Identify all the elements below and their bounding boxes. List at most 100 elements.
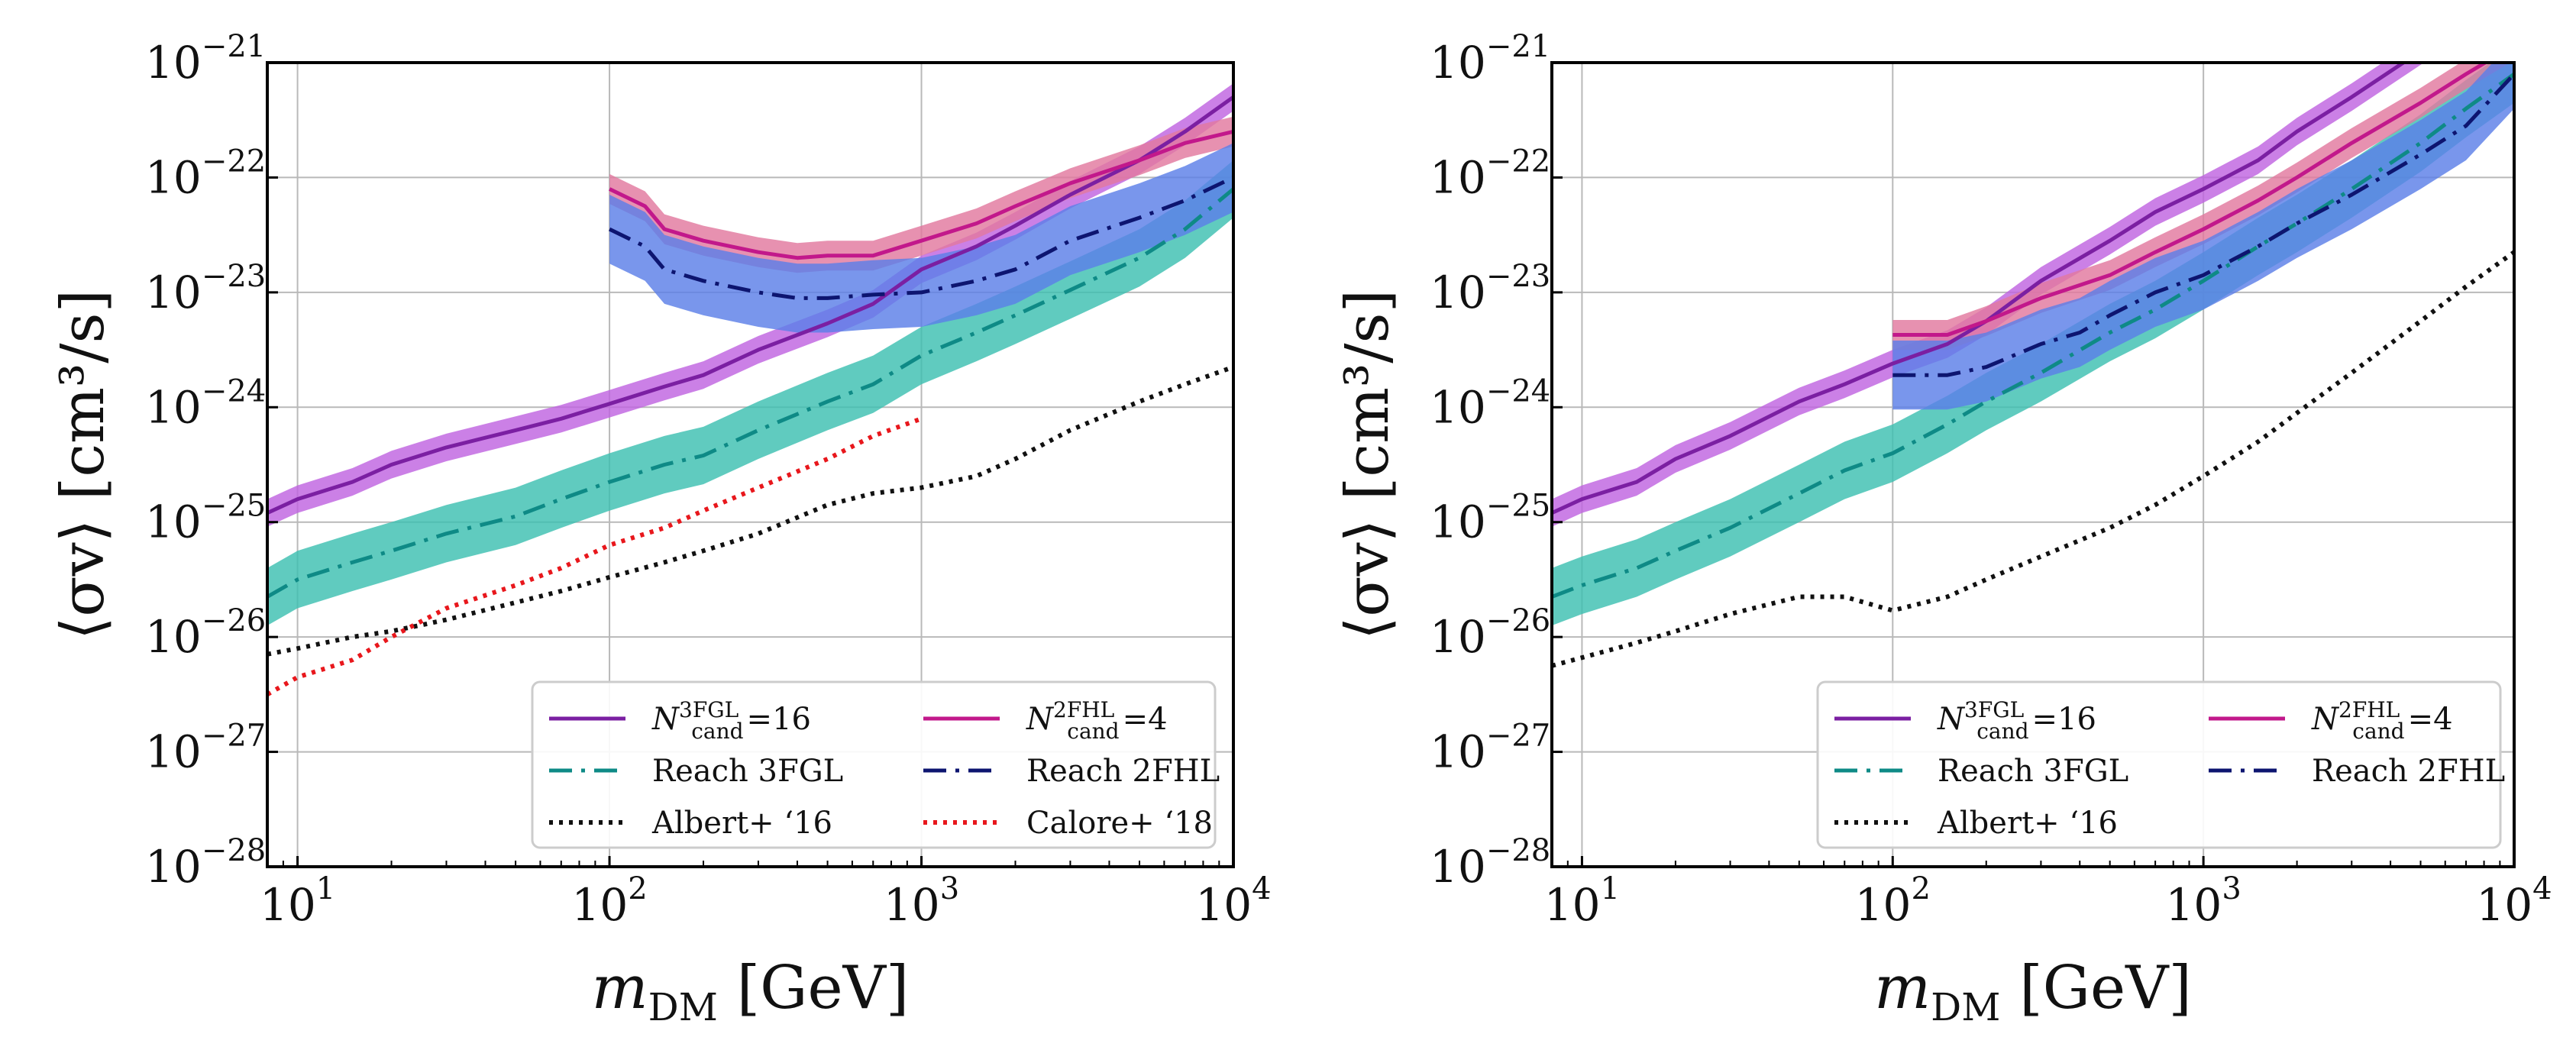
legend-label-sub: cand (1067, 719, 1119, 744)
legend-label-reach2fhl: Reach 2FHL (2312, 754, 2505, 789)
x-tick-label: 103 (2166, 871, 2241, 931)
line-n2fhl (609, 129, 1233, 260)
x-tick-exp: 1 (316, 871, 335, 906)
y-tick-base: 10 (1430, 381, 1486, 433)
legend-label-sub: cand (2352, 719, 2404, 744)
x-tick-base: 10 (1855, 879, 1912, 931)
line-reach2fhl (609, 176, 1233, 300)
line-albert (267, 364, 1233, 657)
x-tick-exp: 3 (2222, 871, 2241, 906)
y-tick-base: 10 (1430, 151, 1486, 203)
legend-label-text: Albert+ ‘16 (1937, 806, 2118, 841)
legend-label-tail: =4 (2408, 702, 2453, 737)
x-tick-base: 10 (1195, 879, 1252, 931)
y-tick-label: 10−27 (1430, 719, 1550, 778)
legend-label-sup: 2FHL (1053, 697, 1114, 722)
legend-label-sub: cand (1976, 719, 2028, 744)
x-tick-label: 104 (2476, 871, 2552, 931)
x-axis-title: mDM [GeV] (1874, 954, 2192, 1029)
y-tick-base: 10 (1430, 611, 1486, 663)
line-reach3fgl (267, 187, 1233, 599)
legend-label-tail: =4 (1123, 702, 1168, 737)
x-tick-exp: 4 (2532, 871, 2552, 906)
y-tick-exp: −21 (202, 29, 266, 64)
band-n3fgl (1552, 63, 2424, 527)
legend-label-text: Reach 2FHL (1026, 754, 1220, 789)
y-tick-base: 10 (145, 496, 202, 548)
y-tick-exp: −28 (1486, 833, 1550, 868)
x-tick-exp: 2 (1911, 871, 1930, 906)
band-reach3fgl (267, 160, 1233, 626)
legend-label-text: Reach 3FGL (1938, 754, 2128, 789)
x-tick-base: 10 (2166, 879, 2222, 931)
y-tick-base: 10 (145, 726, 202, 778)
chart-panel-1: 101 102 103 10410−2110−2210−2310−2410−2510−… (49, 29, 1272, 1029)
y-tick-label: 10−26 (1430, 603, 1550, 663)
axes-frame (266, 61, 1235, 868)
legend-label-calore: Calore+ ‘18 (1026, 806, 1213, 841)
legend-label-albert: Albert+ ‘16 (1937, 806, 2118, 841)
x-tick-label: 101 (260, 871, 335, 931)
y-tick-label: 10−23 (145, 259, 266, 318)
legend-label-text: Albert+ ‘16 (651, 806, 832, 841)
y-tick-base: 10 (1430, 496, 1486, 548)
legend-label-reach3fgl: Reach 3FGL (1938, 754, 2128, 789)
legend-label-n2fhl: N2FHL cand =4 (1026, 697, 1168, 744)
y-tick-exp: −25 (1486, 489, 1550, 524)
line-calore (267, 416, 923, 697)
legend-label-sup: 3FGL (679, 697, 739, 722)
legend-label-text: Calore+ ‘18 (1026, 806, 1213, 841)
y-tick-exp: −26 (1486, 603, 1550, 638)
y-tick-label: 10−22 (1430, 144, 1550, 203)
y-tick-base: 10 (1430, 37, 1486, 89)
y-tick-exp: −25 (202, 489, 266, 524)
band-reach2fhl (609, 143, 1233, 333)
legend-label-text: Reach 3FGL (652, 754, 843, 789)
y-tick-base: 10 (1430, 841, 1486, 893)
y-tick-exp: −24 (202, 373, 266, 409)
y-tick-exp: −23 (202, 259, 266, 294)
line-n3fgl (267, 95, 1233, 515)
legend-label-sup: 2FHL (2338, 697, 2400, 722)
y-tick-exp: −24 (1486, 373, 1550, 409)
plot-area (267, 83, 1233, 697)
y-tick-base: 10 (145, 151, 202, 203)
x-tick-base: 10 (2476, 879, 2532, 931)
y-tick-exp: −27 (1486, 719, 1550, 754)
y-axis-title: ⟨σv⟩ [cm³/s] (49, 289, 118, 640)
y-tick-label: 10−21 (1430, 29, 1550, 89)
x-axis-title-sub: DM (1931, 985, 2000, 1029)
chart-panel-2: 101 102 103 10410−2110−2210−2310−2410−2510−… (1333, 29, 2552, 1029)
x-tick-exp: 4 (1252, 871, 1271, 906)
y-tick-label: 10−24 (1430, 373, 1550, 433)
y-tick-base: 10 (145, 381, 202, 433)
axes-frame (1550, 61, 2516, 868)
x-tick-label: 101 (1544, 871, 1620, 931)
y-tick-label: 10−28 (145, 833, 266, 893)
x-tick-exp: 2 (628, 871, 647, 906)
x-axis-title-var: m (592, 954, 648, 1023)
legend-label-sup: 3FGL (1964, 697, 2024, 722)
legend-label-var: N (651, 702, 680, 737)
line-n3fgl (1552, 63, 2407, 515)
x-tick-label: 102 (1855, 871, 1931, 931)
legend-label-n3fgl: N3FGL cand =16 (651, 697, 811, 744)
y-axis-title: ⟨σv⟩ [cm³/s] (1333, 289, 1402, 640)
y-axis-title-text: ⟨σv⟩ [cm³/s] (1333, 289, 1402, 640)
x-axis-title: mDM [GeV] (592, 954, 910, 1029)
legend-label-var: N (2311, 702, 2340, 737)
plot-area (1552, 63, 2514, 668)
legend-box (1816, 680, 2502, 849)
y-tick-label: 10−25 (1430, 489, 1550, 548)
y-tick-base: 10 (1430, 726, 1486, 778)
band-n2fhl (1892, 63, 2510, 351)
band-reach3fgl (1552, 63, 2514, 626)
legend-label-tail: =16 (747, 702, 811, 737)
x-tick-base: 10 (1544, 879, 1601, 931)
line-reach3fgl (1552, 72, 2514, 599)
y-tick-base: 10 (145, 37, 202, 89)
x-axis-title-var: m (1874, 954, 1931, 1023)
